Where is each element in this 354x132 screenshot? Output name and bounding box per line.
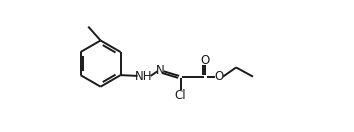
Text: Cl: Cl bbox=[175, 89, 187, 102]
Text: NH: NH bbox=[135, 70, 153, 83]
Text: O: O bbox=[201, 54, 210, 67]
Text: N: N bbox=[156, 64, 165, 77]
Text: O: O bbox=[215, 70, 224, 83]
